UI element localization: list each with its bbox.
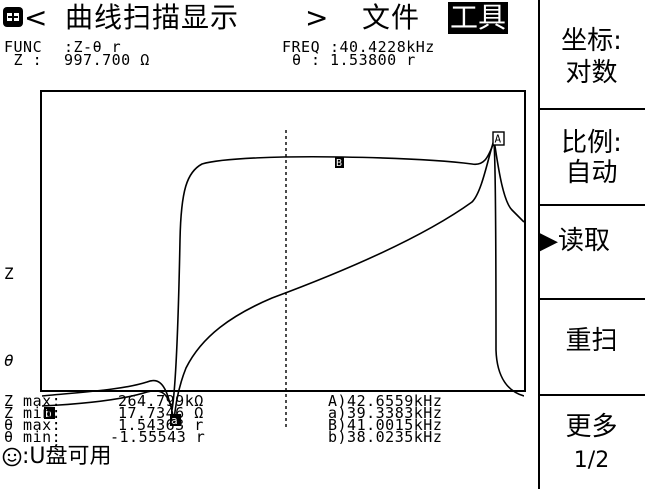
svg-text:B: B	[336, 158, 342, 169]
softkey-scale-line2: 自动	[565, 158, 618, 188]
z-curve	[42, 139, 524, 423]
prev-page-arrow[interactable]: <	[24, 1, 48, 34]
softkey-scale-line1: 比例:	[561, 128, 622, 158]
freq-label: FREQ	[282, 38, 321, 56]
theta-curve	[42, 141, 524, 411]
z-axis-label: Z	[4, 264, 15, 283]
softkey-read[interactable]: ▶读取	[538, 206, 645, 298]
svg-text:a: a	[171, 414, 178, 427]
sweep-plot[interactable]: A B a b	[40, 90, 526, 428]
softkey-coordinates[interactable]: 坐标: 对数	[538, 0, 645, 108]
theta-max-label: θ max:	[4, 416, 62, 434]
marker-a-freq: a)39.3383kHz	[328, 404, 443, 422]
softkey-divider	[538, 0, 540, 489]
header-bar: < 曲线扫描显示 > 文件 工具	[0, 0, 538, 40]
marker-a[interactable]: a	[170, 414, 181, 427]
menu-tools[interactable]: 工具	[448, 1, 509, 34]
page-title: 曲线扫描显示	[65, 1, 240, 34]
theta-label: θ :	[292, 51, 321, 69]
softkey-separator	[540, 394, 645, 396]
softkey-rescan-label: 重扫	[565, 326, 618, 356]
softkey-read-label: ▶读取	[538, 226, 610, 256]
theta-min-label: θ min:	[4, 428, 62, 446]
softkey-scale[interactable]: 比例: 自动	[538, 110, 645, 204]
softkey-separator	[540, 204, 645, 206]
theta-min-value: -1.55543 r	[110, 428, 206, 446]
softkey-more[interactable]: 更多 1/2	[538, 396, 645, 489]
svg-text:b: b	[45, 407, 52, 420]
marker-B-freq: B)41.0015kHz	[328, 416, 443, 434]
marker-A-freq: A)42.6559kHz	[328, 392, 443, 410]
marker-B[interactable]: B	[335, 157, 344, 169]
softkey-coordinates-line2: 对数	[565, 58, 618, 88]
status-bar: :U盘可用	[0, 444, 538, 489]
softkey-more-line2: 1/2	[573, 448, 610, 473]
menu-file[interactable]: 文件	[362, 1, 421, 34]
theta-axis-label: θ	[4, 351, 15, 370]
z-min-label: Z min:	[4, 404, 62, 422]
theta-value: 1.53800 r	[330, 51, 416, 69]
func-label: FUNC	[4, 38, 43, 56]
usb-status-text: :U盘可用	[22, 444, 112, 469]
next-page-arrow[interactable]: >	[305, 1, 329, 34]
marker-b-freq: b)38.0235kHz	[328, 428, 443, 446]
z-max-value: 264.799kΩ	[118, 392, 204, 410]
z-max-label: Z max:	[4, 392, 62, 410]
softkey-separator	[540, 298, 645, 300]
softkey-separator	[540, 108, 645, 110]
softkey-coordinates-line1: 坐标:	[561, 26, 622, 56]
marker-b[interactable]: b	[44, 407, 55, 420]
z-label: Z :	[4, 51, 43, 69]
marker-A[interactable]: A	[492, 131, 505, 146]
z-min-value: 17.7346 Ω	[118, 404, 204, 422]
func-value: :Z-θ r	[64, 38, 122, 56]
z-value: 997.700 Ω	[64, 51, 150, 69]
theta-max-value: 1.54363 r	[118, 416, 204, 434]
freq-value: :40.4228kHz	[330, 38, 435, 56]
svg-text:A: A	[495, 133, 502, 146]
softkey-rescan[interactable]: 重扫	[538, 300, 645, 394]
softkey-more-line1: 更多	[565, 412, 618, 442]
lock-icon	[3, 7, 23, 27]
smiley-icon	[2, 447, 22, 467]
